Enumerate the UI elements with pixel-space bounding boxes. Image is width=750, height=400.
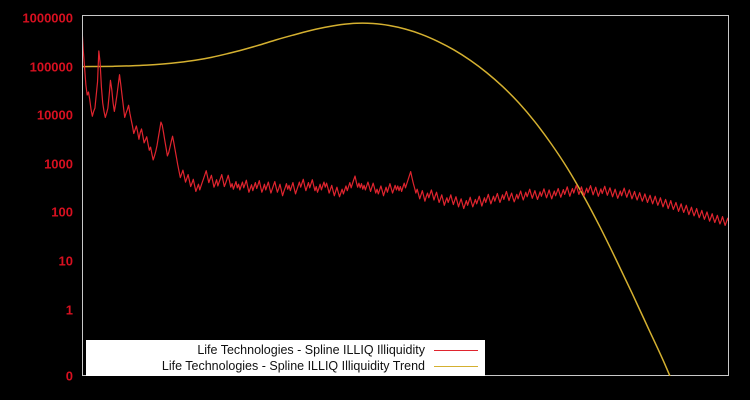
y-tick-label-1000000: 1000000 <box>22 10 73 26</box>
y-tick-label-1000: 1000 <box>44 156 73 172</box>
trend-line-path <box>83 22 671 376</box>
y-tick-label-10000: 10000 <box>36 107 73 123</box>
legend-label-illiquidity-trend: Life Technologies - Spline ILLIQ Illiqui… <box>161 359 425 373</box>
series-group <box>83 22 728 376</box>
y-tick-label-0: 0 <box>65 368 73 384</box>
legend-label-illiquidity: Life Technologies - Spline ILLIQ Illiqui… <box>197 343 425 357</box>
y-tick-label-1: 1 <box>65 302 73 318</box>
line-swatch-yellow <box>434 365 478 367</box>
legend-entry-illiquidity-trend[interactable]: Life Technologies - Spline ILLIQ Illiqui… <box>86 358 485 374</box>
y-tick-label-100: 100 <box>51 204 73 220</box>
chart-legend[interactable]: Life Technologies - Spline ILLIQ Illiqui… <box>86 340 485 376</box>
illiquidity-line-path <box>83 35 728 227</box>
line-swatch-red <box>434 349 478 351</box>
y-tick-label-100000: 100000 <box>29 59 73 75</box>
legend-entry-illiquidity[interactable]: Life Technologies - Spline ILLIQ Illiqui… <box>86 342 485 358</box>
y-tick-label-10: 10 <box>58 253 73 269</box>
